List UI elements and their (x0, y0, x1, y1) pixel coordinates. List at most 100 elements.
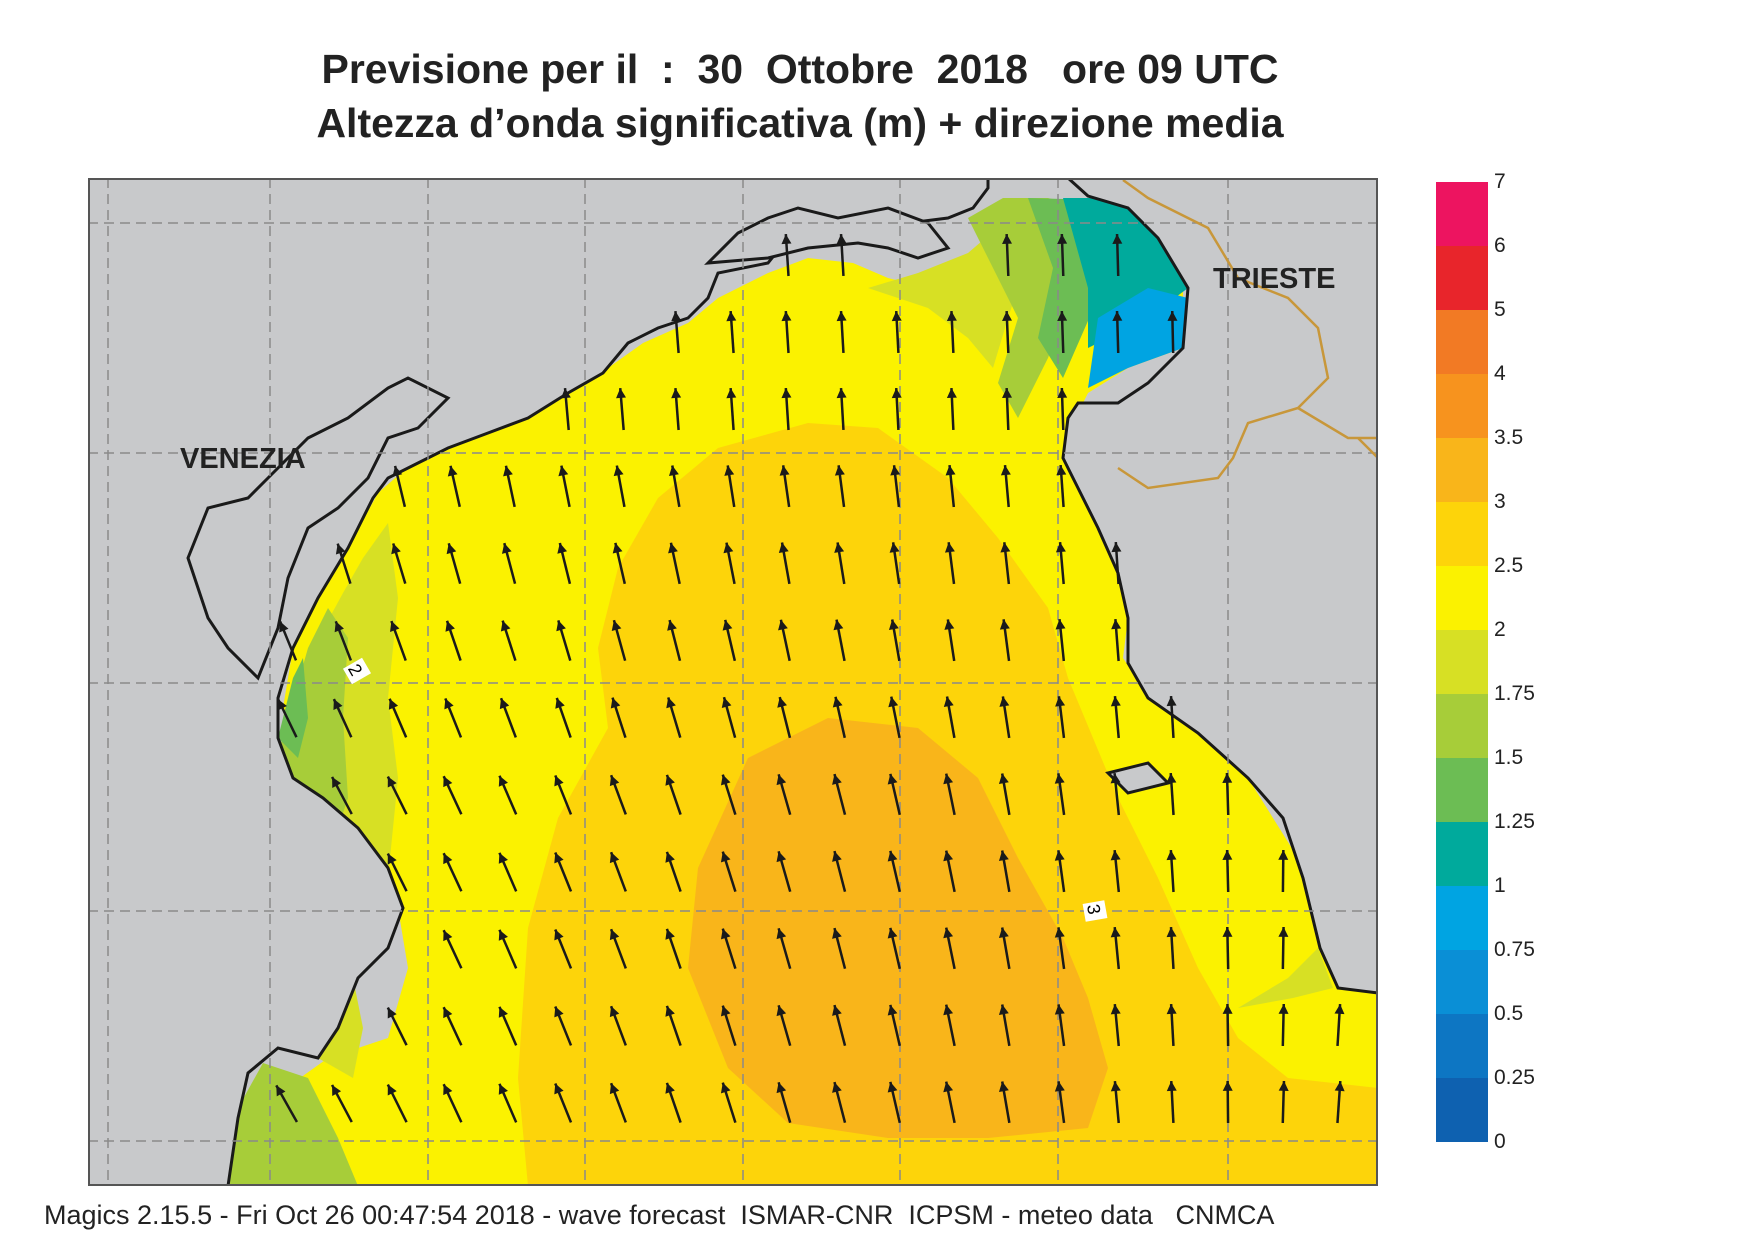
wave-arrow-head (836, 311, 847, 322)
wave-arrow-head (720, 1005, 731, 1017)
wave-arrow-head (498, 929, 508, 941)
legend-swatch (1436, 182, 1488, 247)
wave-arrow-head (1054, 1081, 1065, 1092)
wave-arrow-head (1222, 927, 1233, 937)
wave-arrow-head (503, 465, 513, 477)
wave-arrow-head (671, 388, 682, 399)
wave-arrow-head (777, 697, 787, 708)
wave-arrow-head (720, 1082, 731, 1094)
wave-arrow-head (1110, 850, 1121, 861)
wave-arrow-head (1166, 1081, 1177, 1092)
wave-arrow-head (887, 1081, 898, 1093)
legend-tick-label: 3 (1494, 490, 1506, 513)
wave-arrow-head (560, 388, 571, 399)
wave-arrow-head (446, 543, 457, 555)
legend-tick-label: 7 (1494, 170, 1506, 193)
wave-arrow-head (443, 1084, 453, 1096)
wave-arrow-head (554, 1006, 564, 1018)
wave-arrow-head (499, 698, 510, 710)
wave-arrow-head (665, 1005, 675, 1017)
wave-arrow-head (887, 1004, 898, 1016)
wave-arrow-head (498, 1083, 508, 1095)
wave-arrow-head (443, 930, 453, 942)
wave-arrow-head (998, 927, 1009, 939)
wave-arrow-head (776, 774, 787, 786)
wave-arrow-head (1054, 773, 1065, 784)
wave-arrow-head (946, 311, 957, 322)
wave-arrow-head (944, 619, 955, 630)
wave-arrow-head (498, 852, 508, 864)
lat-lon-grid (88, 178, 1378, 1186)
wave-arrow-head (669, 465, 679, 476)
wave-arrow-head (833, 619, 844, 631)
wave-arrow-head (1055, 542, 1066, 553)
wave-arrow-head (1278, 1004, 1289, 1014)
legend-swatch (1436, 950, 1488, 1015)
wave-arrow-head (1002, 311, 1013, 322)
wave-arrow-head (1166, 850, 1177, 861)
wave-arrow-head (390, 621, 400, 632)
wave-arrow-head (387, 853, 397, 865)
wave-arrow-head (1000, 465, 1011, 476)
legend-swatch (1436, 438, 1488, 503)
wave-arrow-head (890, 465, 901, 476)
wave-arrow-head (444, 698, 454, 710)
wave-arrow-head (836, 234, 847, 245)
wave-arrow-head (332, 1084, 342, 1096)
wave-arrow-head (888, 619, 899, 631)
wave-arrow-head (443, 776, 453, 788)
wave-arrow-head (889, 542, 900, 553)
wave-arrow-head (447, 465, 458, 477)
wave-arrow-head (1110, 773, 1121, 784)
wave-arrow-head (776, 851, 787, 863)
legend-tick-label: 1.5 (1494, 746, 1524, 769)
wave-arrow-head (500, 620, 511, 632)
legend-tick-label: 2.5 (1494, 554, 1524, 577)
wave-arrow-head (1002, 388, 1013, 399)
wave-arrow-head (332, 776, 342, 788)
legend-swatch (1436, 374, 1488, 439)
wave-arrow-head (665, 851, 675, 863)
wave-arrow-head (1112, 234, 1123, 244)
legend-tick-label: 6 (1494, 234, 1506, 257)
legend-swatch (1436, 886, 1488, 951)
wave-arrow-head (781, 311, 792, 322)
wave-zone-1.5-1.75-southwest (228, 1063, 358, 1186)
wave-arrow-head (726, 311, 737, 322)
wave-arrow-head (779, 465, 790, 476)
wave-zone-3-3.5 (688, 718, 1108, 1138)
wave-arrow-head (1057, 388, 1068, 398)
wave-arrow-head (724, 465, 735, 476)
wave-arrow-head (665, 774, 675, 786)
wave-arrow-head (887, 773, 898, 785)
wave-arrow-head (387, 1007, 397, 1019)
legend-tick-label: 2 (1494, 618, 1506, 641)
wave-arrow-head (611, 620, 622, 632)
venezia-lagoon-islands (186, 376, 451, 681)
wave-arrow-head (612, 542, 623, 554)
city-label-trieste: TRIESTE (1213, 263, 1335, 295)
wave-arrow-head (1334, 1081, 1345, 1092)
legend-swatch (1436, 694, 1488, 759)
wave-arrow-head (1110, 1004, 1121, 1015)
wave-arrow-head (1334, 1004, 1345, 1015)
wave-arrow-head (721, 697, 732, 708)
wave-arrow-head (945, 465, 956, 476)
legend-tick-label: 5 (1494, 298, 1506, 321)
wave-arrow-head (998, 1004, 1009, 1016)
wave-arrow-head (834, 465, 845, 476)
footer-credits: Magics 2.15.5 - Fri Oct 26 00:47:54 2018… (44, 1200, 1275, 1230)
legend-swatch (1436, 758, 1488, 823)
wave-arrow-head (609, 1006, 620, 1018)
city-label-venezia: VENEZIA (180, 443, 306, 475)
wave-arrow-head (1055, 619, 1066, 630)
contour-label-3: 3 (1082, 900, 1108, 922)
wave-arrow-head (1222, 773, 1233, 783)
wave-arrow-head (1166, 696, 1177, 707)
title-line-1: Previsione per il : 30 Ottobre 2018 ore … (321, 46, 1279, 92)
wave-arrow-head (555, 697, 565, 709)
legend-tick-label: 3.5 (1494, 426, 1524, 449)
wave-arrow-head (616, 388, 627, 399)
wave-arrow-head (671, 311, 682, 322)
wave-arrow-head (776, 1082, 787, 1094)
